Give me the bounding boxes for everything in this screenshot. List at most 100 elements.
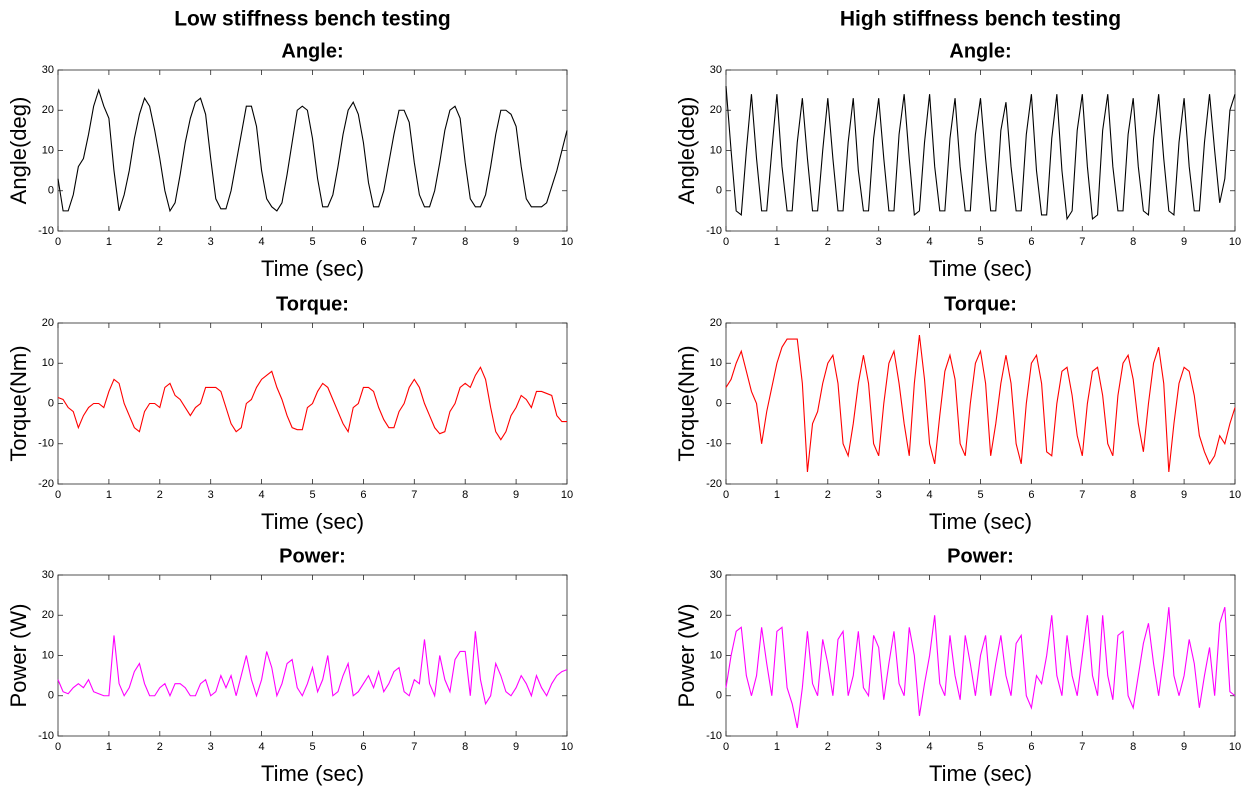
x-axis-label: Time (sec) bbox=[929, 761, 1032, 786]
subplot-title: Angle: bbox=[281, 40, 343, 62]
x-tick-label: 3 bbox=[876, 741, 882, 753]
y-tick-label: 0 bbox=[48, 185, 54, 197]
y-axis-label: Power (W) bbox=[674, 604, 699, 708]
x-tick-label: 10 bbox=[1229, 489, 1241, 501]
x-tick-label: 5 bbox=[309, 236, 315, 248]
y-tick-label: 30 bbox=[42, 64, 54, 76]
x-tick-label: 6 bbox=[360, 236, 366, 248]
x-tick-label: 0 bbox=[723, 741, 729, 753]
data-line bbox=[57, 366, 567, 441]
y-tick-label: 10 bbox=[710, 357, 722, 369]
x-tick-label: 0 bbox=[723, 489, 729, 501]
x-tick-label: 0 bbox=[723, 236, 729, 248]
y-tick-label: 20 bbox=[710, 317, 722, 329]
x-tick-label: 6 bbox=[1028, 741, 1034, 753]
x-tick-label: 1 bbox=[774, 741, 780, 753]
y-tick-label: 0 bbox=[48, 397, 54, 409]
x-axis-label: Time (sec) bbox=[261, 509, 364, 534]
subplot-title: Torque: bbox=[944, 293, 1017, 315]
x-tick-label: 7 bbox=[1079, 236, 1085, 248]
x-tick-label: 2 bbox=[157, 741, 163, 753]
x-tick-label: 1 bbox=[774, 489, 780, 501]
x-tick-label: 1 bbox=[774, 236, 780, 248]
suptitle: High stiffness bench testing bbox=[840, 8, 1121, 31]
x-tick-label: 3 bbox=[876, 489, 882, 501]
y-tick-label: 20 bbox=[42, 609, 54, 621]
data-line bbox=[57, 631, 568, 706]
x-tick-label: 2 bbox=[157, 236, 163, 248]
x-tick-label: 9 bbox=[1181, 236, 1187, 248]
x-tick-label: 10 bbox=[561, 741, 573, 753]
y-axis-label: Torque(Nm) bbox=[674, 345, 699, 461]
y-tick-label: 10 bbox=[42, 357, 54, 369]
x-tick-label: 1 bbox=[106, 741, 112, 753]
y-tick-label: 20 bbox=[42, 104, 54, 116]
x-axis-label: Time (sec) bbox=[261, 256, 364, 281]
x-tick-label: 9 bbox=[513, 236, 519, 248]
x-tick-label: 0 bbox=[55, 741, 61, 753]
x-tick-label: 7 bbox=[411, 741, 417, 753]
x-tick-label: 4 bbox=[259, 236, 265, 248]
x-tick-label: 3 bbox=[208, 236, 214, 248]
x-tick-label: 8 bbox=[462, 489, 468, 501]
x-tick-label: 4 bbox=[259, 741, 265, 753]
x-tick-label: 2 bbox=[825, 741, 831, 753]
data-line bbox=[725, 86, 1236, 221]
y-axis-label: Torque(Nm) bbox=[6, 345, 31, 461]
y-tick-label: -10 bbox=[38, 225, 54, 237]
x-tick-label: 0 bbox=[55, 236, 61, 248]
y-tick-label: -10 bbox=[706, 225, 722, 237]
x-tick-label: 3 bbox=[876, 236, 882, 248]
y-axis-label: Power (W) bbox=[6, 604, 31, 708]
y-tick-label: 20 bbox=[710, 104, 722, 116]
subplot-title: Power: bbox=[947, 545, 1014, 567]
x-tick-label: 5 bbox=[977, 741, 983, 753]
y-tick-label: -20 bbox=[706, 478, 722, 490]
x-tick-label: 10 bbox=[561, 489, 573, 501]
x-tick-label: 7 bbox=[1079, 489, 1085, 501]
x-tick-label: 6 bbox=[360, 489, 366, 501]
suptitle: Low stiffness bench testing bbox=[174, 8, 451, 31]
y-tick-label: 20 bbox=[42, 317, 54, 329]
x-axis-label: Time (sec) bbox=[929, 509, 1032, 534]
y-tick-label: -10 bbox=[38, 438, 54, 450]
y-tick-label: 10 bbox=[710, 144, 722, 156]
y-tick-label: -10 bbox=[38, 730, 54, 742]
x-tick-label: 2 bbox=[825, 236, 831, 248]
x-tick-label: 4 bbox=[927, 489, 933, 501]
x-tick-label: 8 bbox=[462, 236, 468, 248]
y-tick-label: 30 bbox=[710, 569, 722, 581]
y-tick-label: 0 bbox=[716, 690, 722, 702]
x-tick-label: 3 bbox=[208, 489, 214, 501]
y-tick-label: 30 bbox=[710, 64, 722, 76]
x-tick-label: 8 bbox=[1130, 236, 1136, 248]
subplot-title: Power: bbox=[279, 545, 346, 567]
x-tick-label: 9 bbox=[1181, 741, 1187, 753]
y-tick-label: -10 bbox=[706, 730, 722, 742]
x-tick-label: 8 bbox=[1130, 741, 1136, 753]
data-line bbox=[725, 607, 1236, 729]
x-tick-label: 5 bbox=[309, 489, 315, 501]
x-tick-label: 8 bbox=[462, 741, 468, 753]
x-tick-label: 9 bbox=[513, 489, 519, 501]
x-tick-label: 8 bbox=[1130, 489, 1136, 501]
data-line bbox=[57, 88, 568, 213]
y-tick-label: 10 bbox=[42, 649, 54, 661]
x-tick-label: 10 bbox=[1229, 236, 1241, 248]
y-tick-label: -20 bbox=[38, 478, 54, 490]
x-tick-label: 4 bbox=[927, 741, 933, 753]
plot-area bbox=[57, 574, 568, 737]
y-tick-label: 0 bbox=[48, 690, 54, 702]
y-tick-label: 30 bbox=[42, 569, 54, 581]
subplot-title: Torque: bbox=[276, 293, 349, 315]
y-tick-label: -10 bbox=[706, 438, 722, 450]
x-tick-label: 4 bbox=[259, 489, 265, 501]
x-axis-label: Time (sec) bbox=[261, 761, 364, 786]
x-tick-label: 1 bbox=[106, 489, 112, 501]
x-tick-label: 10 bbox=[1229, 741, 1241, 753]
x-tick-label: 9 bbox=[1181, 489, 1187, 501]
x-tick-label: 7 bbox=[1079, 741, 1085, 753]
x-tick-label: 0 bbox=[55, 489, 61, 501]
